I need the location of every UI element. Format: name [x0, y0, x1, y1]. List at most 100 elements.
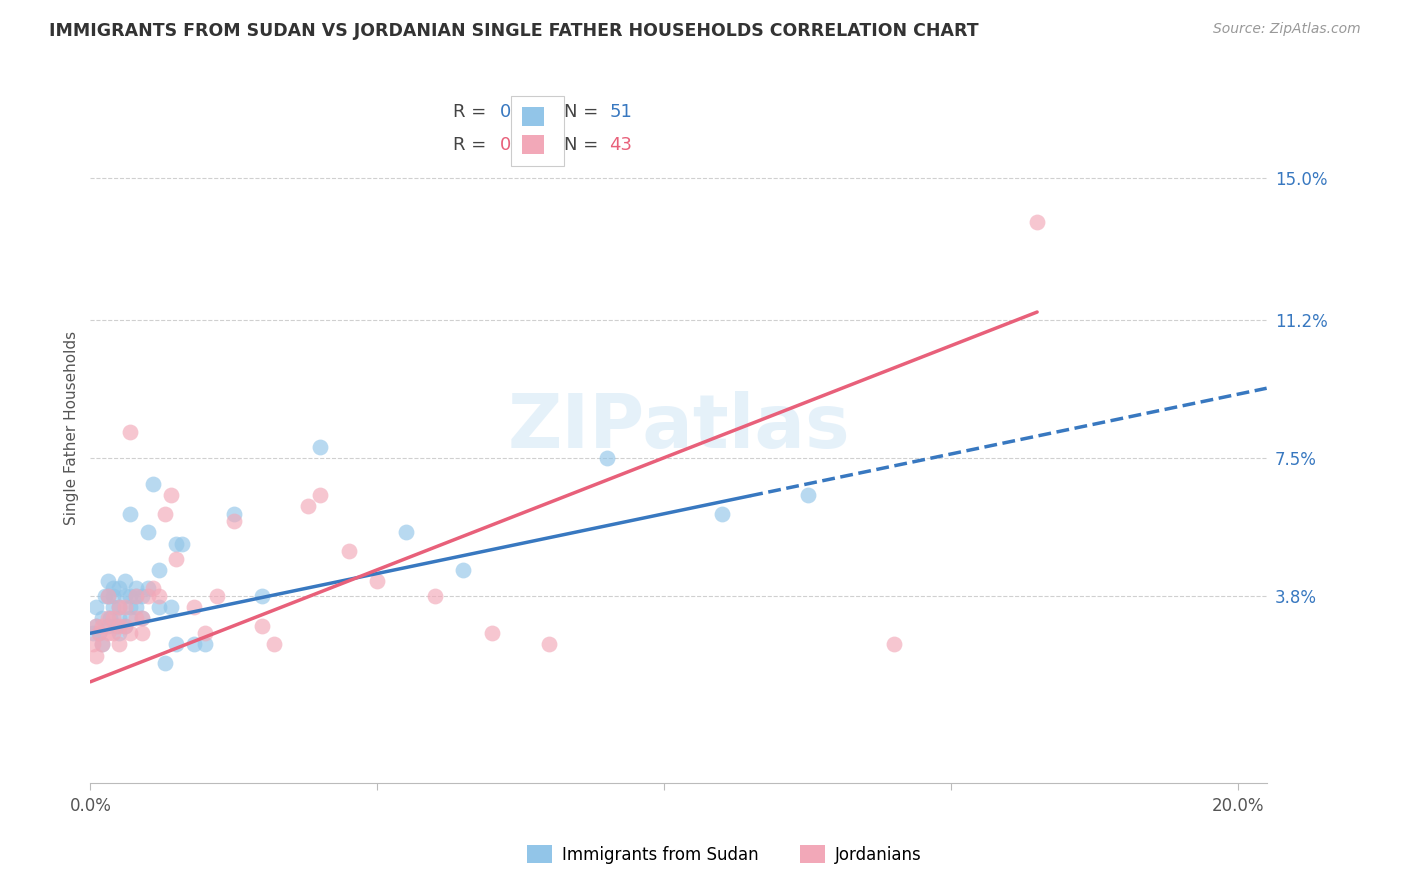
Point [297, 500, 319, 514]
Point [90, 637, 112, 651]
Point [159, 488, 181, 502]
Point [103, 582, 125, 596]
Point [165, 536, 187, 550]
Point [114, 589, 136, 603]
Point [125, 589, 148, 603]
Point [108, 600, 131, 615]
Point [103, 611, 125, 625]
Point [108, 600, 131, 615]
Point [93, 589, 115, 603]
Text: 0.693: 0.693 [499, 136, 551, 154]
Text: 51: 51 [609, 103, 631, 121]
Point [90, 619, 112, 633]
Point [125, 582, 148, 596]
Text: N =: N = [564, 103, 605, 121]
Legend: , : , [512, 96, 564, 166]
Point [131, 626, 153, 640]
Point [453, 563, 475, 577]
Point [120, 589, 142, 603]
Text: IMMIGRANTS FROM SUDAN VS JORDANIAN SINGLE FATHER HOUSEHOLDS CORRELATION CHART: IMMIGRANTS FROM SUDAN VS JORDANIAN SINGL… [49, 22, 979, 40]
Point [596, 450, 619, 465]
Point [114, 619, 136, 633]
Text: 0.250: 0.250 [499, 103, 551, 121]
Point [84, 619, 107, 633]
Point [136, 525, 159, 540]
Point [165, 637, 187, 651]
Point [308, 488, 330, 502]
Legend: Immigrants from Sudan, Jordanians: Immigrants from Sudan, Jordanians [520, 838, 928, 871]
Point [105, 619, 128, 633]
Point [153, 507, 176, 521]
Point [796, 488, 818, 502]
Point [194, 637, 217, 651]
Point [183, 637, 205, 651]
Point [131, 611, 153, 625]
Point [103, 600, 125, 615]
Point [114, 619, 136, 633]
Point [87, 626, 110, 640]
Point [148, 589, 170, 603]
Point [96, 574, 118, 588]
Point [100, 611, 122, 625]
Point [90, 637, 112, 651]
Point [153, 656, 176, 670]
Point [148, 563, 170, 577]
Point [131, 611, 153, 625]
Point [90, 611, 112, 625]
Text: R =: R = [453, 103, 492, 121]
Point [1026, 215, 1049, 229]
Point [96, 611, 118, 625]
Point [131, 589, 153, 603]
Point [252, 619, 274, 633]
Text: 43: 43 [609, 136, 633, 154]
Point [114, 600, 136, 615]
Point [120, 425, 142, 439]
Point [87, 626, 110, 640]
Point [395, 525, 418, 540]
Point [337, 544, 360, 558]
Point [142, 582, 165, 596]
Point [148, 600, 170, 615]
Point [194, 626, 217, 640]
Point [108, 626, 131, 640]
Text: N =: N = [564, 136, 605, 154]
Point [308, 440, 330, 454]
Point [108, 611, 131, 625]
Point [120, 507, 142, 521]
Point [114, 574, 136, 588]
Point [84, 648, 107, 663]
Point [538, 637, 561, 651]
Point [120, 626, 142, 640]
Point [103, 626, 125, 640]
Point [125, 589, 148, 603]
Point [222, 514, 245, 528]
Y-axis label: Single Father Households: Single Father Households [65, 331, 79, 524]
Point [120, 611, 142, 625]
Point [136, 582, 159, 596]
Point [172, 536, 194, 550]
Point [366, 574, 388, 588]
Point [84, 619, 107, 633]
Point [159, 600, 181, 615]
Point [481, 626, 503, 640]
Point [883, 637, 905, 651]
Point [96, 589, 118, 603]
Point [142, 476, 165, 491]
Point [136, 589, 159, 603]
Point [108, 582, 131, 596]
Point [82, 626, 104, 640]
Point [205, 589, 228, 603]
Text: Source: ZipAtlas.com: Source: ZipAtlas.com [1213, 22, 1361, 37]
Point [183, 600, 205, 615]
Point [84, 600, 107, 615]
Point [125, 600, 148, 615]
Point [165, 551, 187, 566]
Point [96, 619, 118, 633]
Point [263, 637, 285, 651]
Point [120, 600, 142, 615]
Point [252, 589, 274, 603]
Point [222, 507, 245, 521]
Text: R =: R = [453, 136, 492, 154]
Point [108, 619, 131, 633]
Point [96, 626, 118, 640]
